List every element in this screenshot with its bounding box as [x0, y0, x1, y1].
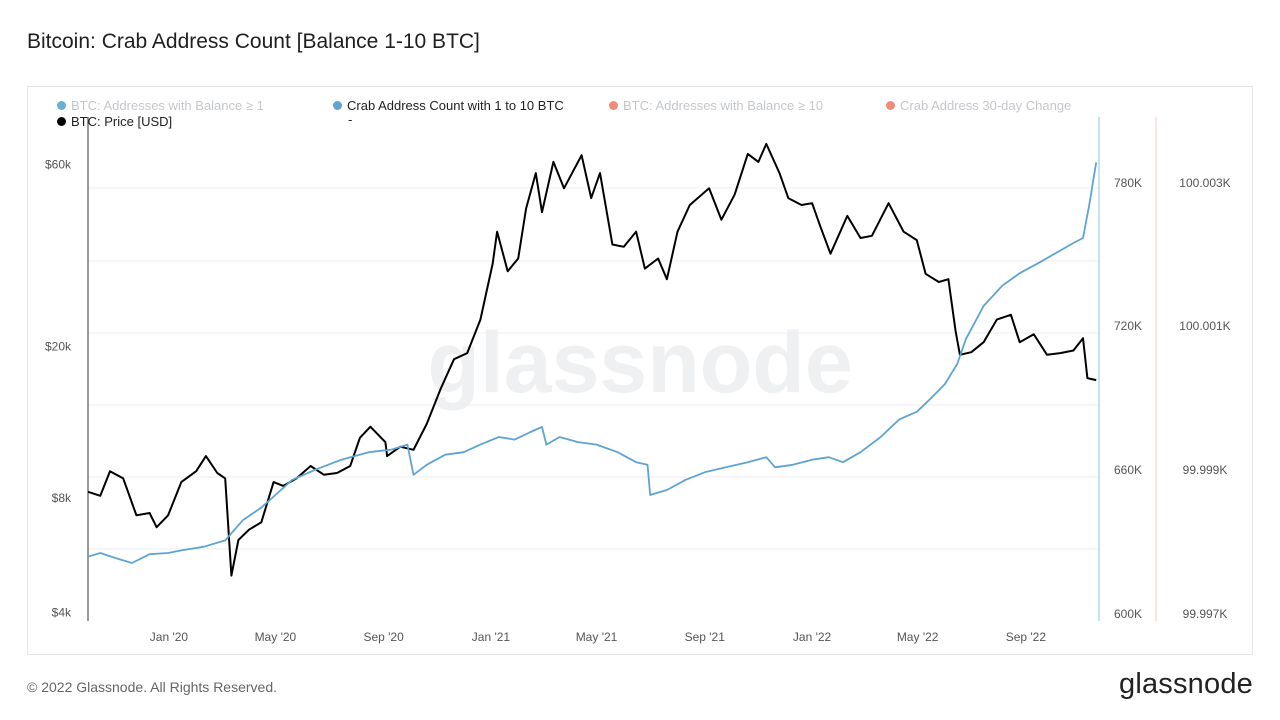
- y-right-tick-label: 660K: [1114, 463, 1142, 477]
- x-tick-label: Jan '20: [150, 630, 189, 644]
- x-tick-label: May '22: [897, 630, 939, 644]
- legend-dot-icon: [57, 117, 66, 126]
- y-left-tick-label: $8k: [52, 491, 72, 505]
- y-left-tick-label: $60k: [45, 158, 72, 172]
- x-tick-label: Jan '22: [793, 630, 832, 644]
- y-right2-tick-label: 100.001K: [1179, 319, 1230, 333]
- x-tick-label: Sep '20: [363, 630, 404, 644]
- y-right-tick-label: 780K: [1114, 176, 1142, 190]
- x-tick-label: Jan '21: [472, 630, 511, 644]
- chart-frame: [27, 86, 1253, 655]
- series-line-crab-count: [87, 162, 1098, 564]
- glassnode-logo: glassnode: [1118, 668, 1253, 700]
- legend-label: BTC: Addresses with Balance ≥ 10: [623, 98, 824, 113]
- legend-dot-icon: [609, 101, 618, 110]
- series-line-btc-price: [87, 142, 1097, 577]
- legend-dot-icon: [333, 101, 342, 110]
- y-left-tick-label: $4k: [52, 606, 72, 620]
- copyright-footer: © 2022 Glassnode. All Rights Reserved.: [27, 679, 278, 695]
- x-tick-label: May '21: [576, 630, 618, 644]
- legend-item-addresses-ge-1[interactable]: BTC: Addresses with Balance ≥ 1: [57, 98, 264, 113]
- watermark-text: glassnode: [427, 315, 852, 411]
- legend-item-crab-30d-change[interactable]: Crab Address 30-day Change: [886, 98, 1071, 113]
- x-tick-label: Sep '21: [685, 630, 726, 644]
- legend-label: BTC: Addresses with Balance ≥ 1: [71, 98, 264, 113]
- legend-label: -: [348, 112, 353, 127]
- y-left-tick-label: $20k: [45, 339, 72, 353]
- legend-item-crab-address-count[interactable]: Crab Address Count with 1 to 10 BTC: [333, 98, 564, 113]
- legend-dot-icon: [57, 101, 66, 110]
- legend-item-dash: -: [348, 112, 352, 127]
- legend-dot-icon: [886, 101, 895, 110]
- y-right2-tick-label: 99.997K: [1183, 607, 1228, 621]
- x-tick-label: May '20: [255, 630, 297, 644]
- y-right-tick-label: 600K: [1114, 607, 1142, 621]
- chart-title: Bitcoin: Crab Address Count [Balance 1-1…: [27, 30, 480, 53]
- legend-item-addresses-ge-10[interactable]: BTC: Addresses with Balance ≥ 10: [609, 98, 823, 113]
- y-right-tick-label: 720K: [1114, 319, 1142, 333]
- y-right2-tick-label: 100.003K: [1179, 176, 1230, 190]
- y-right2-tick-label: 99.999K: [1183, 463, 1228, 477]
- x-tick-label: Sep '22: [1006, 630, 1047, 644]
- legend-item-btc-price[interactable]: BTC: Price [USD]: [57, 114, 172, 129]
- legend-label: Crab Address Count with 1 to 10 BTC: [347, 98, 564, 113]
- legend-label: BTC: Price [USD]: [71, 114, 173, 129]
- legend-label: Crab Address 30-day Change: [900, 98, 1072, 113]
